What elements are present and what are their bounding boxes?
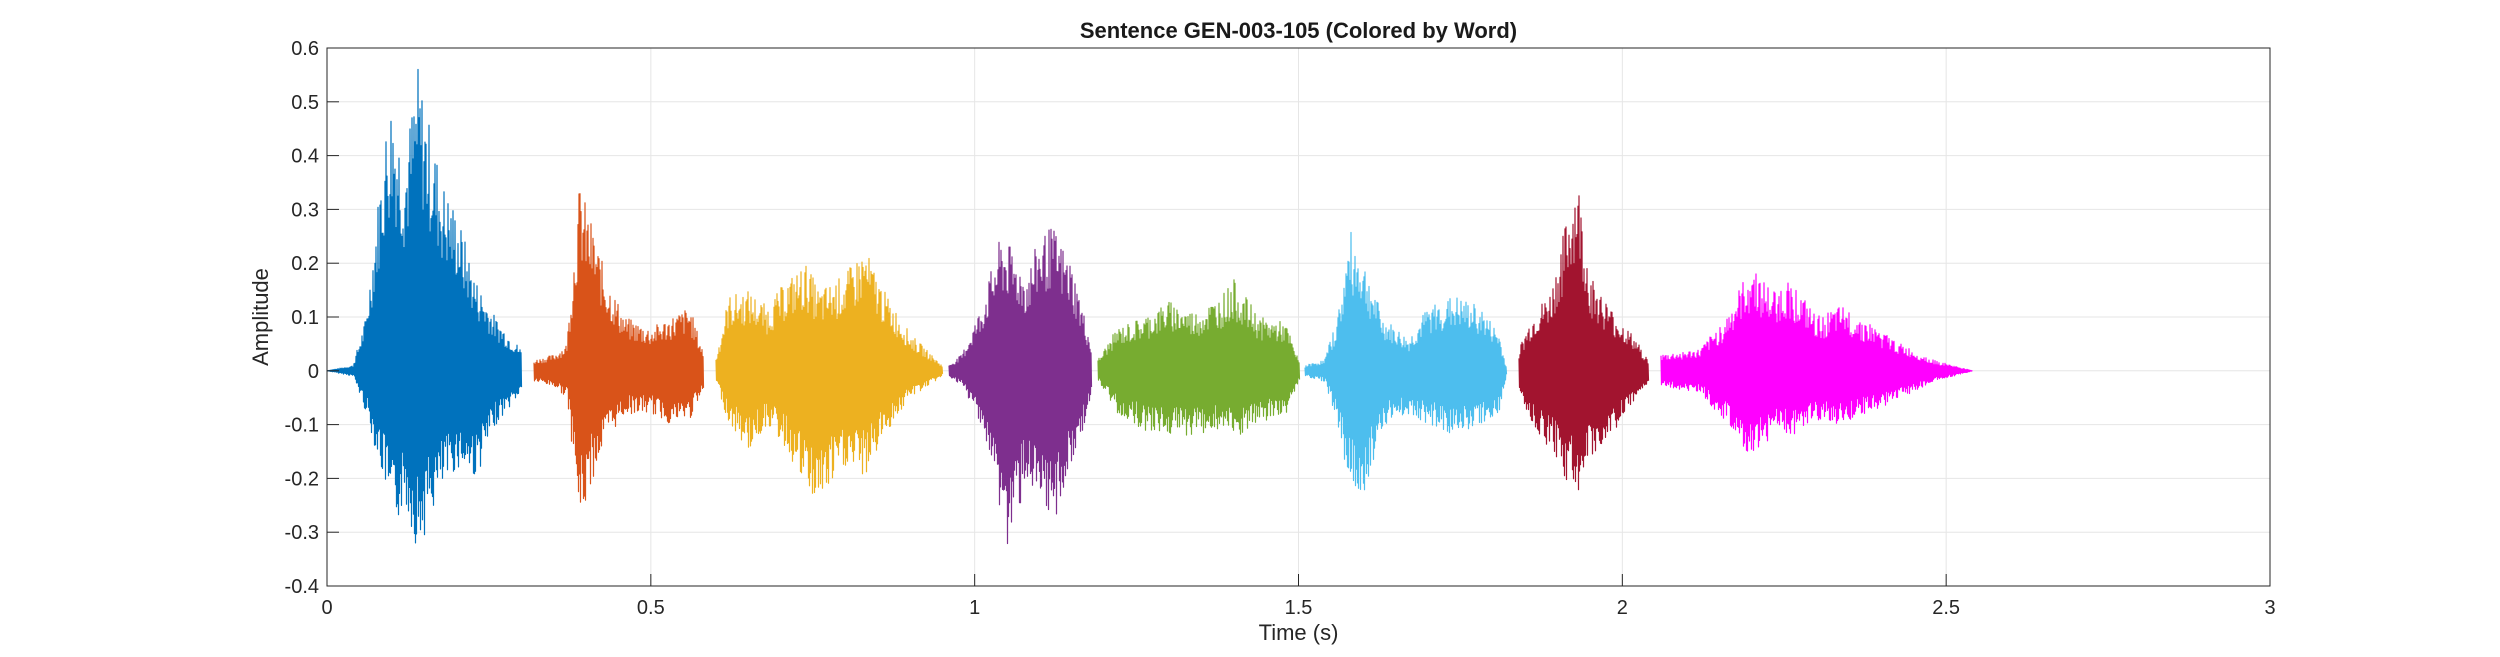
word-waveform-6 [1304,231,1508,491]
word-waveform-3 [715,257,944,494]
x-tick-label: 0 [321,597,332,619]
y-tick-label: 0.6 [291,38,319,60]
y-tick-label: -0.4 [285,576,319,598]
x-tick-label: 2 [1617,597,1628,619]
word-waveform-2 [533,193,705,503]
y-tick-label: -0.1 [285,415,319,437]
y-tick-label: -0.2 [285,468,319,490]
y-tick-label: 0.5 [291,92,319,114]
word-waveform-8 [1660,273,1973,452]
y-axis-label: Amplitude [248,268,273,366]
word-waveform-5 [1097,279,1301,436]
chart-title: Sentence GEN-003-105 (Colored by Word) [1080,18,1517,43]
series-layer [326,68,1973,545]
y-tick-label: 0.2 [291,253,319,275]
x-tick-label: 0.5 [637,597,665,619]
word-waveform-1 [326,68,523,544]
y-tick-label: 0.3 [291,199,319,221]
y-tick-label: 0.4 [291,146,319,168]
x-tick-label: 2.5 [1932,597,1960,619]
y-tick-label: 0 [308,361,319,383]
x-axis-label: Time (s) [1259,620,1339,645]
y-tick-label: 0.1 [291,307,319,329]
y-tick-label: -0.3 [285,522,319,544]
x-tick-label: 3 [2264,597,2275,619]
word-waveform-4 [948,228,1093,545]
x-tick-label: 1 [969,597,980,619]
word-waveform-7 [1518,195,1650,491]
ticks: 0 0.5 1 1.5 2 2.5 3 -0.4 -0.3 -0.2 -0.1 0 0.1 0.2 0.3 0… [285,38,2276,619]
x-tick-label: 1.5 [1285,597,1313,619]
